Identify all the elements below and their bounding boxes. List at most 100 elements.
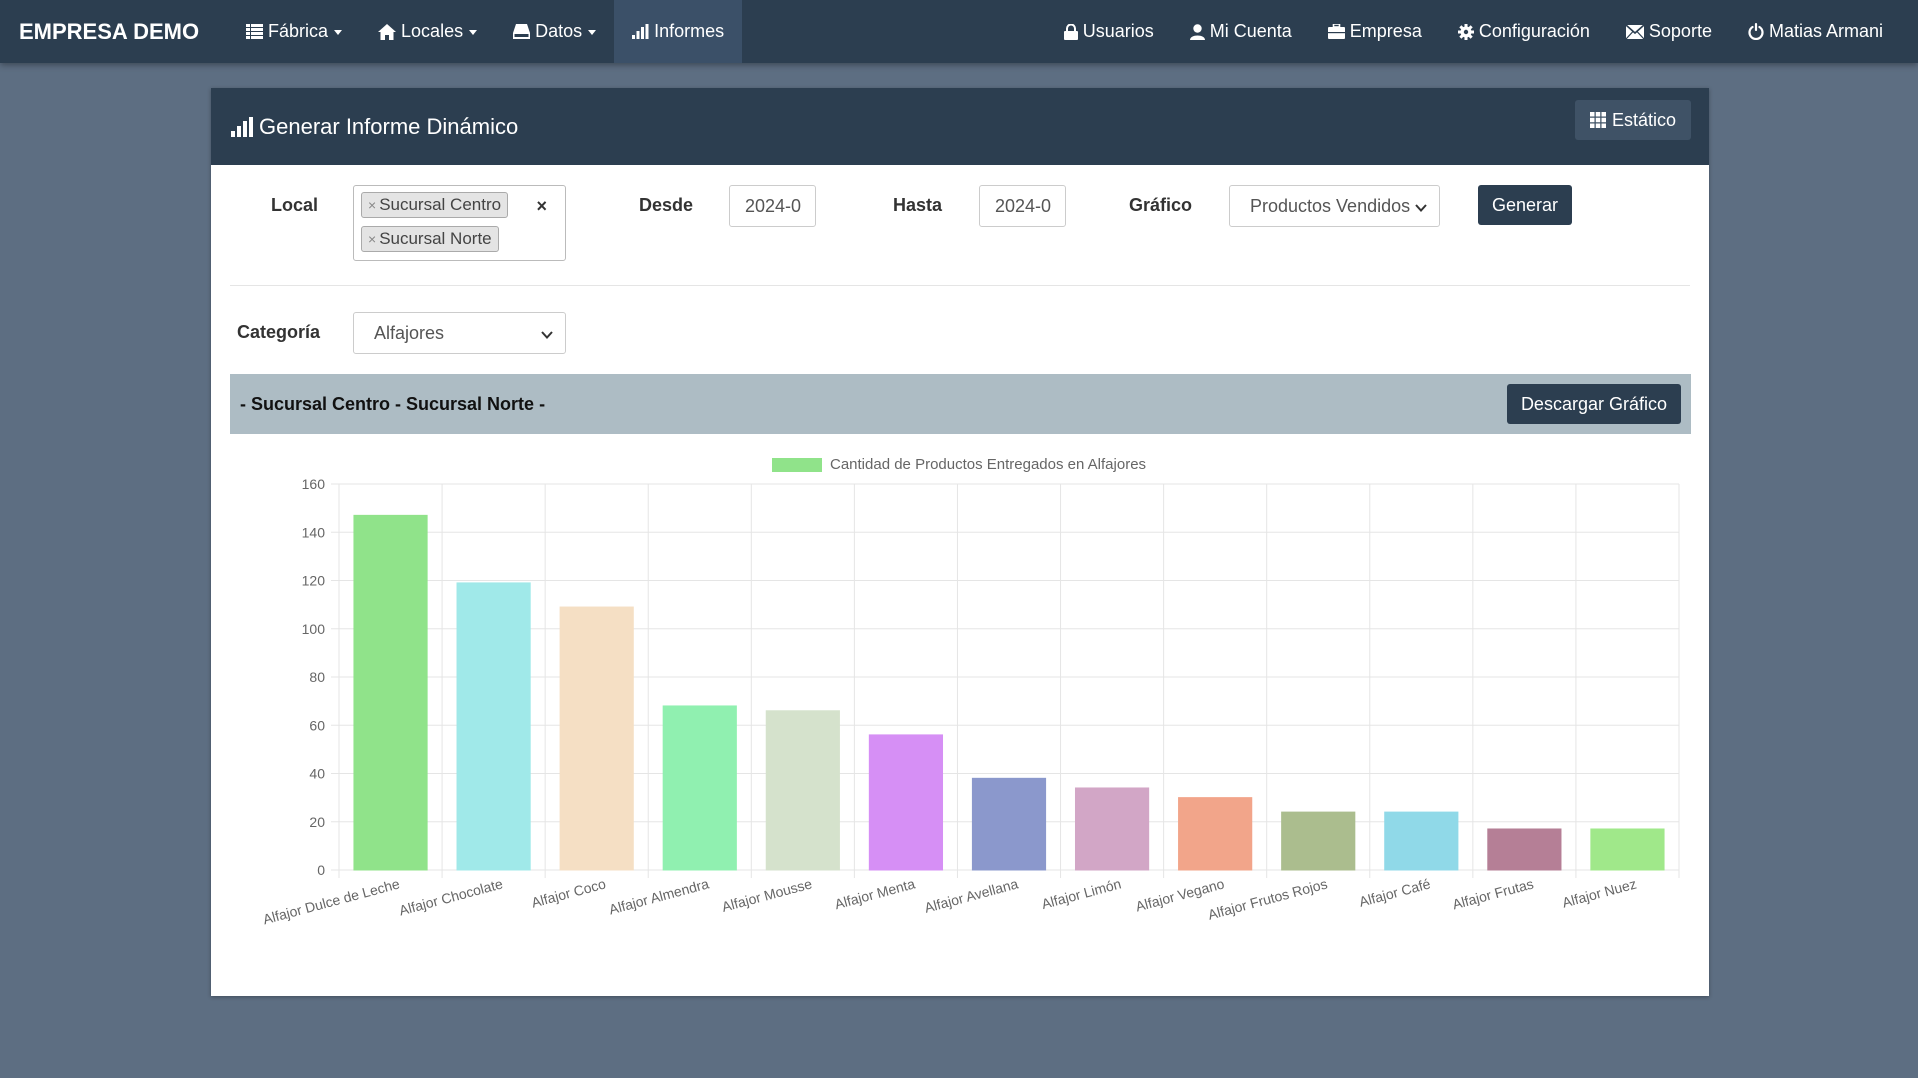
x-tick-label: Alfajor Frutas <box>1451 875 1536 912</box>
x-tick-label: Alfajor Frutos Rojos <box>1206 875 1329 922</box>
desde-label: Desde <box>639 195 694 215</box>
form-divider <box>230 285 1690 286</box>
grafico-select[interactable]: Productos Vendidos <box>1229 185 1440 227</box>
download-chart-button[interactable]: Descargar Gráfico <box>1506 384 1681 424</box>
bar <box>765 710 840 871</box>
desde-date-input[interactable]: 2024-0 <box>729 185 816 227</box>
x-tick-label: Alfajor Limón <box>1040 875 1123 912</box>
nav-left-menu: Fábrica Locales Datos Informes <box>228 0 743 63</box>
nav-soporte[interactable]: Soporte <box>1608 0 1730 63</box>
bar <box>1074 787 1150 871</box>
local-tag[interactable]: × Sucursal Norte <box>361 226 499 252</box>
nav-configuracion[interactable]: Configuración <box>1440 0 1608 63</box>
local-multiselect[interactable]: × Sucursal Centro × Sucursal Norte × <box>353 185 566 261</box>
home-icon <box>378 23 397 40</box>
bar <box>456 582 531 871</box>
power-icon <box>1748 23 1764 40</box>
nav-empresa-label: Empresa <box>1349 21 1422 41</box>
report-panel: Generar Informe Dinámico Estático Local … <box>211 88 1709 996</box>
local-tag[interactable]: × Sucursal Centro <box>361 192 509 218</box>
bar <box>1487 828 1562 871</box>
nav-datos-label: Datos <box>535 21 583 41</box>
x-tick-label: Alfajor Menta <box>833 875 917 912</box>
nav-usuarios[interactable]: Usuarios <box>1046 0 1172 63</box>
categoria-select-value: Alfajores <box>374 322 445 343</box>
nav-informes-label: Informes <box>654 21 725 41</box>
x-tick-label: Alfajor Café <box>1357 875 1432 909</box>
bar <box>1590 828 1665 871</box>
y-tick-label: 140 <box>302 524 326 540</box>
bar <box>971 777 1047 871</box>
nav-fabrica[interactable]: Fábrica <box>228 0 360 63</box>
bar-chart: 0 20 40 60 80 100 120 140 160 Alfajor Dulce de Le… <box>261 456 1680 927</box>
x-tick-label: Alfajor Chocolate <box>397 875 504 918</box>
bar <box>1384 811 1459 871</box>
grafico-select-value: Productos Vendidos <box>1250 195 1411 216</box>
y-tick-label: 0 <box>317 862 325 878</box>
y-tick-label: 120 <box>302 573 326 589</box>
chevron-down-icon <box>1415 199 1427 220</box>
nav-locales[interactable]: Locales <box>360 0 495 63</box>
report-header-bar: - Sucursal Centro - Sucursal Norte - Des… <box>230 374 1691 434</box>
remove-tag-icon[interactable]: × <box>368 231 377 247</box>
nav-empresa[interactable]: Empresa <box>1310 0 1440 63</box>
categoria-select[interactable]: Alfajores <box>353 312 566 354</box>
bar-chart-icon <box>231 116 253 137</box>
static-report-label: Estático <box>1611 109 1676 130</box>
legend-swatch <box>772 458 822 472</box>
nav-datos[interactable]: Datos <box>495 0 614 63</box>
bar <box>1281 811 1356 871</box>
x-tick-label: Alfajor Almendra <box>607 875 711 917</box>
nav-usuarios-label: Usuarios <box>1082 21 1154 41</box>
nav-locales-label: Locales <box>401 21 464 41</box>
nav-mi-cuenta-label: Mi Cuenta <box>1209 21 1292 41</box>
brand-logo[interactable]: EMPRESA DEMO <box>19 18 200 44</box>
local-tag-label: Sucursal Norte <box>379 229 492 248</box>
clear-selection-icon[interactable]: × <box>536 196 547 216</box>
nav-user-label: Matias Armani <box>1768 21 1883 41</box>
nav-soporte-label: Soporte <box>1648 21 1712 41</box>
briefcase-icon <box>1327 24 1345 39</box>
bar <box>353 514 428 871</box>
grid-icon <box>1589 112 1606 128</box>
categoria-label: Categoría <box>237 322 321 342</box>
caret-down-icon <box>588 30 597 35</box>
caret-down-icon <box>334 30 343 35</box>
panel-title: Generar Informe Dinámico <box>231 114 518 140</box>
chevron-down-icon <box>541 326 553 347</box>
y-tick-label: 160 <box>302 476 326 492</box>
nav-right-menu: Usuarios Mi Cuenta Empresa Configuración… <box>1046 0 1918 63</box>
x-tick-label: Alfajor Nuez <box>1560 875 1638 910</box>
generar-button[interactable]: Generar <box>1478 185 1572 225</box>
legend-label: Cantidad de Productos Entregados en Alfa… <box>830 456 1146 473</box>
caret-down-icon <box>469 30 478 35</box>
y-tick-label: 60 <box>309 717 325 733</box>
local-tag-label: Sucursal Centro <box>379 195 502 214</box>
table-icon <box>246 24 263 39</box>
user-icon <box>1189 23 1205 40</box>
nav-user-logout[interactable]: Matias Armani <box>1730 0 1901 63</box>
nav-configuracion-label: Configuración <box>1478 21 1590 41</box>
hdd-icon <box>513 24 531 39</box>
bar <box>662 705 737 871</box>
y-tick-label: 20 <box>309 814 325 830</box>
nav-mi-cuenta[interactable]: Mi Cuenta <box>1172 0 1310 63</box>
y-tick-label: 100 <box>302 621 326 637</box>
nav-fabrica-label: Fábrica <box>268 21 329 41</box>
x-tick-label: Alfajor Mousse <box>720 875 814 914</box>
bar-chart-icon <box>632 24 649 39</box>
x-tick-label: Alfajor Coco <box>530 875 608 910</box>
bar <box>1178 797 1253 871</box>
report-header-title: - Sucursal Centro - Sucursal Norte - <box>240 394 546 414</box>
static-report-button[interactable]: Estático <box>1574 100 1691 140</box>
nav-informes[interactable]: Informes <box>614 0 743 63</box>
remove-tag-icon[interactable]: × <box>368 197 377 213</box>
top-navbar: EMPRESA DEMO Fábrica Locales Datos <box>0 0 1918 63</box>
panel-title-text: Generar Informe Dinámico <box>259 113 519 139</box>
panel-header: Generar Informe Dinámico Estático <box>211 88 1709 165</box>
local-label: Local <box>271 195 319 215</box>
x-tick-label: Alfajor Dulce de Leche <box>261 875 401 927</box>
grafico-label: Gráfico <box>1129 195 1193 215</box>
hasta-date-input[interactable]: 2024-0 <box>979 185 1066 227</box>
x-tick-label: Alfajor Avellana <box>923 875 1020 915</box>
